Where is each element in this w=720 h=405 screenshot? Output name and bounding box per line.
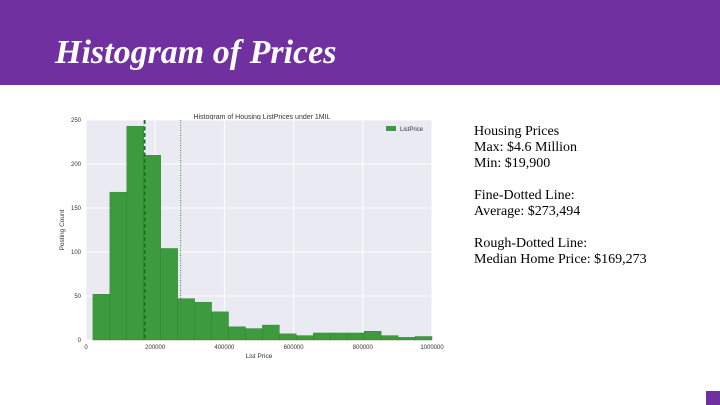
x-tick-label: 800000 [353,345,374,351]
chart-legend: ListPrice [386,126,424,133]
histogram-bar [330,332,348,341]
histogram-chart: Histogram of Housing ListPrices under 1M… [55,105,455,367]
note-max: Max: $4.6 Million [474,140,578,155]
x-tick-label: 0 [84,345,88,351]
histogram-bar [211,311,229,341]
histogram-bar [92,294,111,341]
y-tick-label: 200 [71,162,82,168]
x-tick-label: 400000 [214,345,235,351]
histogram-bar [414,336,433,341]
note-average: Average: $273,494 [474,204,581,219]
chart-title: Histogram of Housing ListPrices under 1M… [194,114,331,121]
histogram-bar [194,301,212,341]
note-heading: Housing Prices [474,124,560,139]
histogram-bar [143,155,161,341]
histogram-svg: Histogram of Housing ListPrices under 1M… [59,114,444,360]
histogram-bar [245,328,263,341]
note-rough-dotted: Rough-Dotted Line: [474,236,588,251]
x-tick-label: 600000 [284,345,305,351]
median-note: Rough-Dotted Line: Median Home Price: $1… [474,236,714,268]
y-tick-label: 100 [71,250,82,256]
y-tick-label: 250 [71,118,82,124]
average-note: Fine-Dotted Line: Average: $273,494 [474,188,714,220]
note-fine-dotted: Fine-Dotted Line: [474,188,575,203]
note-median: Median Home Price: $169,273 [474,252,647,267]
y-tick-label: 0 [78,338,82,344]
histogram-bar [397,337,416,341]
y-axis-label: Posting Count [59,209,66,250]
note-min: Min: $19,900 [474,156,551,171]
slide-title: Histogram of Prices [55,34,337,71]
y-tick-label: 50 [74,294,81,300]
price-summary: Housing Prices Max: $4.6 Million Min: $1… [474,124,714,172]
histogram-bar [279,333,297,341]
histogram-bar [160,248,178,341]
legend-label: ListPrice [400,127,424,133]
x-axis-label: List Price [246,353,273,360]
histogram-bar [228,326,246,341]
histogram-bar [262,324,280,341]
histogram-bar [313,332,331,341]
histogram-bar [126,125,144,341]
title-bar: Histogram of Prices [0,0,720,85]
histogram-bar [177,298,195,341]
y-tick-label: 150 [71,206,82,212]
histogram-bar [363,330,382,341]
legend-swatch [386,126,396,131]
histogram-bar [380,335,399,341]
histogram-bar [296,335,314,341]
x-tick-label: 200000 [145,345,166,351]
corner-accent [706,391,720,405]
x-tick-label: 1000000 [420,345,444,351]
histogram-bar [109,191,127,341]
histogram-bar [347,332,365,341]
notes-panel: Housing Prices Max: $4.6 Million Min: $1… [474,124,714,284]
